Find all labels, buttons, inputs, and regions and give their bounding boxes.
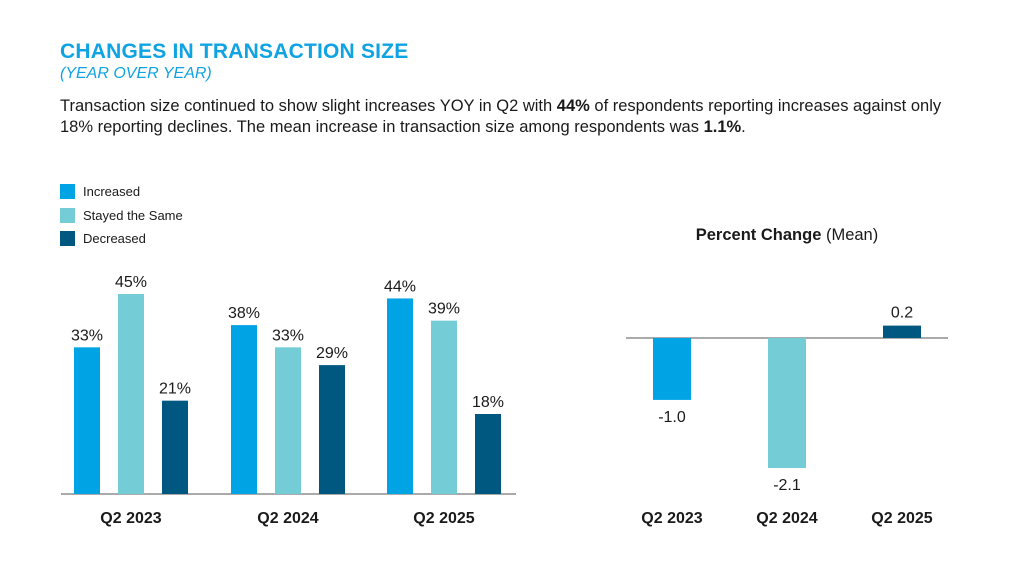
right-chart-title: Percent Change (Mean) xyxy=(618,226,956,245)
x-tick-label: Q2 2024 xyxy=(756,510,817,527)
bar-label: 45% xyxy=(115,274,147,291)
x-tick-label: Q2 2023 xyxy=(100,510,161,527)
right-chart-title-rest: (Mean) xyxy=(821,226,879,244)
legend-label-decreased: Decreased xyxy=(83,231,146,247)
change-bar-label: 0.2 xyxy=(891,305,913,322)
description-bold-2: 1.1% xyxy=(703,118,742,136)
legend-item-increased: Increased xyxy=(60,180,183,204)
bar-stayed-the-same-q2-2023 xyxy=(118,294,144,494)
legend-swatch-increased xyxy=(60,184,75,200)
description-part-2: of respondents reporting increases again… xyxy=(60,97,942,136)
change-bar-q2-2023 xyxy=(653,338,691,400)
x-tick-label: Q2 2025 xyxy=(871,510,932,527)
x-tick-label: Q2 2025 xyxy=(413,510,474,527)
change-bar-label: -1.0 xyxy=(658,409,686,426)
legend-label-stayed: Stayed the Same xyxy=(83,207,183,223)
description-bold-1: 44% xyxy=(556,97,590,115)
legend-item-stayed: Stayed the Same xyxy=(60,204,183,228)
bar-stayed-the-same-q2-2025 xyxy=(431,320,457,494)
description-text: Transaction size continued to show sligh… xyxy=(60,96,970,138)
bar-decreased-q2-2024 xyxy=(319,365,345,494)
bar-label: 44% xyxy=(384,278,416,295)
chart-legend: Increased Stayed the Same Decreased xyxy=(60,180,183,251)
legend-label-increased: Increased xyxy=(83,184,141,200)
x-tick-label: Q2 2023 xyxy=(641,510,702,527)
x-tick-label: Q2 2024 xyxy=(257,510,318,527)
legend-item-decreased: Decreased xyxy=(60,227,183,251)
bar-increased-q2-2024 xyxy=(231,325,257,494)
change-bar-q2-2024 xyxy=(768,338,806,468)
bar-label: 29% xyxy=(316,345,348,362)
bar-label: 39% xyxy=(428,301,460,318)
bar-stayed-the-same-q2-2024 xyxy=(275,347,301,494)
bar-label: 33% xyxy=(272,327,304,344)
description-part-3: . xyxy=(741,118,746,136)
bar-increased-q2-2023 xyxy=(74,347,100,494)
bar-decreased-q2-2025 xyxy=(475,414,501,494)
bar-increased-q2-2025 xyxy=(387,298,413,494)
bar-label: 33% xyxy=(71,327,103,344)
legend-swatch-decreased xyxy=(60,231,75,247)
change-bar-q2-2025 xyxy=(883,325,921,338)
bar-label: 21% xyxy=(159,381,191,398)
bar-label: 38% xyxy=(228,305,260,322)
right-chart-title-bold: Percent Change xyxy=(695,226,822,244)
page-subtitle: (YEAR OVER YEAR) xyxy=(60,65,212,82)
bar-label: 18% xyxy=(472,394,504,411)
page-title: CHANGES IN TRANSACTION SIZE xyxy=(60,40,409,63)
description-part-1: Transaction size continued to show sligh… xyxy=(60,97,557,115)
legend-swatch-stayed xyxy=(60,207,75,223)
change-bar-label: -2.1 xyxy=(773,477,801,494)
bar-decreased-q2-2023 xyxy=(162,400,188,494)
